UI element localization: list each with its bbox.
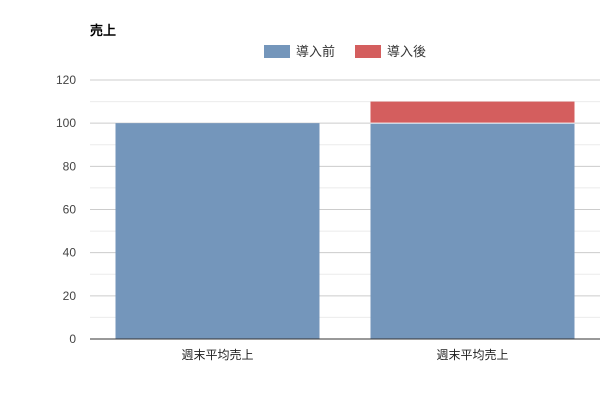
y-tick-label: 80	[63, 159, 77, 173]
legend-label-0: 導入前	[296, 44, 335, 59]
bar-after-1	[370, 101, 575, 124]
y-axis-ticks: 0 20 40 60 80 100 120	[56, 73, 76, 346]
y-tick-label: 60	[63, 203, 77, 217]
x-axis-ticks: 週末平均売上 週末平均売上	[90, 338, 600, 362]
legend-swatch-0	[264, 45, 290, 58]
legend: 導入前 導入後	[264, 44, 426, 59]
legend-swatch-1	[355, 45, 381, 58]
bars	[115, 101, 575, 340]
bar-before-1	[370, 123, 575, 340]
x-tick-label: 週末平均売上	[181, 347, 253, 362]
y-tick-label: 100	[56, 116, 76, 130]
y-tick-label: 0	[69, 332, 76, 346]
x-tick-label: 週末平均売上	[436, 347, 508, 362]
y-tick-label: 20	[63, 289, 77, 303]
bar-before-0	[115, 123, 320, 340]
y-tick-label: 40	[63, 246, 77, 260]
chart-title: 売上	[90, 23, 116, 38]
y-tick-label: 120	[56, 73, 76, 87]
legend-label-1: 導入後	[387, 44, 426, 59]
